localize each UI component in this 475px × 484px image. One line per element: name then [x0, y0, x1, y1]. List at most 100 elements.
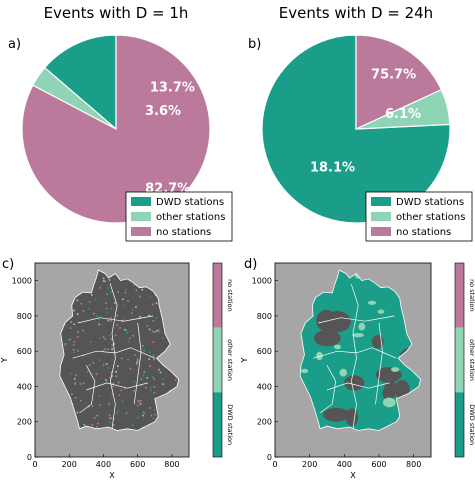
coverage-pixel	[156, 317, 158, 319]
colorbar-label: no station	[226, 279, 234, 312]
coverage-pixel	[151, 376, 154, 378]
coverage-pixel	[115, 375, 118, 378]
legend-label: other stations	[156, 212, 225, 223]
coverage-pixel	[150, 387, 152, 389]
coverage-pixel	[111, 375, 113, 377]
coverage-pixel	[108, 414, 111, 417]
y-tick-label: 600	[257, 347, 272, 356]
coverage-pixel	[142, 345, 144, 347]
coverage-pixel	[86, 370, 89, 373]
legend-swatch	[131, 212, 151, 221]
coverage-pixel	[144, 412, 146, 415]
pie-chart-a: Events with D = 1ha)13.7%3.6%82.7%DWD st…	[8, 4, 233, 242]
coverage-pixel	[133, 380, 135, 383]
pie-value-label: 18.1%	[310, 161, 355, 176]
coverage-pixel	[111, 348, 113, 350]
coverage-pixel	[110, 417, 112, 419]
coverage-pixel	[151, 329, 153, 332]
coverage-pixel	[153, 409, 156, 411]
coverage-pixel	[106, 311, 109, 314]
y-tick-label: 200	[17, 418, 32, 427]
coverage-pixel	[82, 382, 85, 384]
coverage-pixel	[148, 358, 150, 360]
coverage-pixel	[149, 296, 152, 299]
uncovered-patch	[323, 407, 350, 422]
state-border	[133, 322, 142, 405]
coverage-pixel	[80, 302, 83, 305]
coverage-pixel	[113, 424, 115, 426]
coverage-pixel	[117, 291, 119, 293]
coverage-pixel	[133, 283, 136, 286]
coverage-pixel	[110, 291, 112, 293]
legend-swatch	[371, 227, 391, 236]
coverage-pixel	[72, 344, 75, 346]
state-border	[86, 382, 148, 391]
coverage-pixel	[121, 399, 124, 402]
coverage-pixel	[124, 329, 126, 331]
panel-label: a)	[8, 37, 21, 52]
coverage-pixel	[110, 317, 112, 319]
coverage-pixel	[102, 350, 105, 352]
colorbar-segment	[213, 263, 222, 328]
coverage-pixel	[140, 384, 143, 387]
coverage-pixel	[91, 405, 94, 407]
y-tick-label: 800	[257, 312, 272, 321]
x-tick-label: 600	[371, 460, 386, 469]
other-coverage-patch	[352, 333, 364, 338]
coverage-pixel	[119, 327, 121, 329]
chart-title: Events with D = 24h	[279, 4, 433, 22]
coverage-pixel	[91, 294, 93, 296]
y-axis-label: Y	[0, 357, 9, 363]
coverage-pixel	[117, 381, 120, 384]
other-coverage-patch	[367, 300, 377, 305]
coverage-pixel	[125, 329, 128, 332]
coverage-pixel	[153, 358, 155, 361]
coverage-pixel	[149, 365, 151, 367]
coverage-pixel	[140, 400, 142, 402]
coverage-pixel	[104, 348, 106, 350]
coverage-pixel	[102, 336, 105, 338]
coverage-pixel	[157, 329, 160, 331]
coverage-pixel	[110, 371, 113, 374]
colorbar-label: DWD station	[226, 404, 234, 445]
coverage-pixel	[154, 331, 156, 333]
state-border	[350, 284, 359, 429]
coverage-pixel	[98, 337, 101, 339]
coverage-pixel	[64, 343, 67, 345]
x-axis-label: X	[109, 471, 115, 480]
coverage-pixel	[143, 371, 145, 374]
legend-label: other stations	[396, 212, 465, 223]
coverage-pixel	[111, 393, 114, 396]
coverage-pixel	[127, 358, 129, 361]
coverage-pixel	[117, 365, 119, 367]
coverage-pixel	[70, 320, 73, 322]
coverage-pixel	[118, 394, 121, 396]
x-tick-label: 800	[164, 460, 179, 469]
other-coverage-patch	[391, 367, 400, 372]
x-tick-label: 800	[406, 460, 421, 469]
state-border	[77, 315, 154, 324]
state-border	[313, 347, 397, 359]
country-border	[59, 269, 180, 431]
coverage-pixel	[153, 378, 155, 380]
chart-title: Events with D = 1h	[44, 4, 189, 22]
x-tick-label: 400	[337, 460, 352, 469]
coverage-pixel	[152, 331, 155, 333]
state-border	[72, 347, 155, 359]
coverage-pixel	[150, 414, 153, 417]
coverage-pixel	[126, 332, 128, 334]
coverage-pixel	[149, 351, 151, 354]
coverage-pixel	[152, 341, 155, 343]
coverage-pixel	[108, 417, 111, 419]
coverage-pixel	[152, 355, 155, 357]
pie-slice	[355, 34, 443, 130]
x-tick-label: 600	[130, 460, 145, 469]
coverage-pixel	[142, 374, 145, 377]
coverage-pixel	[125, 288, 127, 291]
axes-frame	[34, 262, 190, 458]
coverage-pixel	[82, 329, 84, 332]
colorbar-segment	[455, 263, 464, 328]
coverage-pixel	[75, 374, 77, 377]
coverage-pixel	[72, 403, 74, 405]
